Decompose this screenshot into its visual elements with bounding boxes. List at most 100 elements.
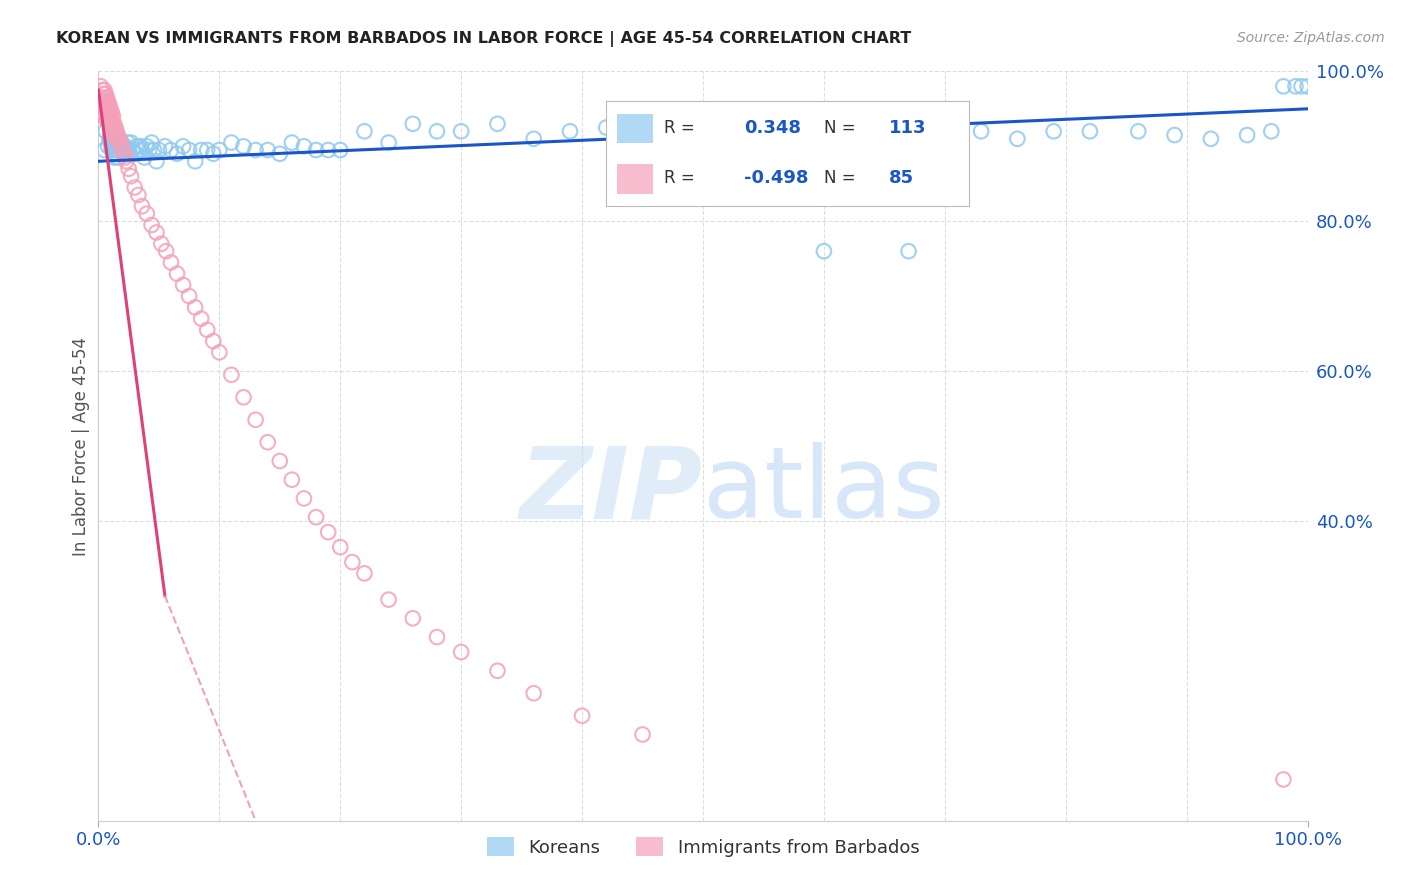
Point [148, 143, 170, 157]
Point [208, 345, 231, 359]
Point [190, 311, 212, 326]
Point [100, 128, 122, 142]
Point [232, 139, 254, 153]
Point [107, 151, 129, 165]
Point [100, 124, 122, 138]
Point [108, 136, 131, 150]
Point [105, 146, 128, 161]
Point [97, 109, 120, 123]
Point [103, 117, 125, 131]
Point [860, 154, 883, 169]
Point [97, 139, 120, 153]
Point [134, 151, 156, 165]
Point [127, 139, 149, 153]
Point [118, 146, 141, 161]
Point [100, 117, 122, 131]
Point [329, 540, 352, 554]
Point [101, 143, 124, 157]
Point [100, 105, 122, 120]
Point [98, 98, 121, 112]
Point [316, 525, 339, 540]
Point [94, 124, 117, 138]
Point [1272, 772, 1295, 787]
Point [1284, 79, 1306, 94]
Point [103, 124, 125, 138]
Point [101, 132, 124, 146]
Point [245, 413, 267, 427]
Point [91, 83, 114, 97]
Point [131, 143, 153, 157]
Point [179, 289, 201, 303]
Point [523, 686, 546, 700]
Point [107, 128, 129, 142]
Point [150, 236, 173, 251]
Point [100, 139, 122, 153]
Point [114, 151, 136, 165]
Point [426, 630, 449, 644]
Point [269, 454, 291, 468]
Point [104, 136, 127, 150]
Point [377, 592, 399, 607]
Point [131, 199, 153, 213]
Point [111, 143, 134, 157]
Point [202, 334, 225, 348]
Point [402, 117, 425, 131]
Point [111, 143, 134, 157]
Point [115, 143, 138, 157]
Point [120, 169, 142, 184]
Point [98, 132, 121, 146]
Point [256, 435, 278, 450]
Point [704, 117, 727, 131]
Point [897, 244, 920, 259]
Point [129, 139, 152, 153]
Point [329, 143, 352, 157]
Point [135, 207, 157, 221]
Point [93, 109, 115, 123]
Point [292, 139, 315, 153]
Point [1042, 124, 1064, 138]
Point [668, 113, 690, 128]
Point [94, 87, 117, 101]
Point [93, 98, 115, 112]
Point [114, 139, 136, 153]
Point [184, 301, 207, 315]
Point [426, 124, 449, 138]
Point [105, 139, 128, 153]
Point [98, 105, 121, 120]
Point [127, 188, 149, 202]
Point [100, 143, 122, 157]
Point [145, 226, 167, 240]
Point [90, 79, 112, 94]
Point [631, 132, 654, 146]
Point [96, 98, 118, 112]
Point [91, 87, 114, 101]
Point [107, 143, 129, 157]
Point [112, 146, 135, 161]
Point [184, 154, 207, 169]
Point [631, 727, 654, 741]
Legend: Koreans, Immigrants from Barbados: Koreans, Immigrants from Barbados [479, 830, 927, 864]
Point [1163, 128, 1185, 142]
Point [101, 117, 124, 131]
Point [93, 83, 115, 97]
Point [100, 109, 122, 123]
Point [305, 143, 328, 157]
Point [153, 139, 176, 153]
Y-axis label: In Labor Force | Age 45-54: In Labor Force | Age 45-54 [72, 336, 90, 556]
Point [740, 151, 762, 165]
Point [127, 143, 149, 157]
Point [377, 136, 399, 150]
Point [558, 124, 581, 138]
Point [120, 136, 142, 150]
Point [104, 143, 127, 157]
Point [202, 146, 225, 161]
Point [108, 143, 131, 157]
Point [141, 218, 163, 232]
Point [108, 132, 131, 146]
Point [1199, 132, 1222, 146]
Point [179, 143, 201, 157]
Point [292, 491, 315, 506]
Point [402, 611, 425, 625]
Text: Source: ZipAtlas.com: Source: ZipAtlas.com [1237, 31, 1385, 45]
Point [91, 98, 114, 112]
